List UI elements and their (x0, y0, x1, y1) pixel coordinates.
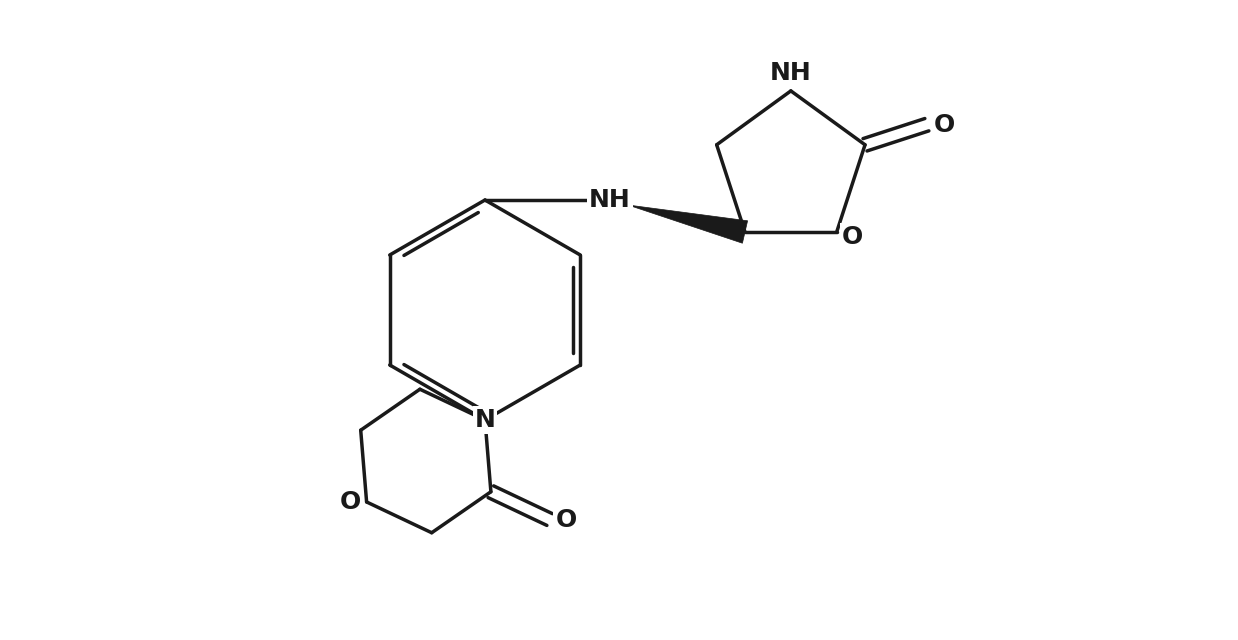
Text: O: O (556, 508, 577, 532)
Text: NH: NH (770, 61, 812, 85)
Text: N: N (474, 408, 495, 432)
Text: O: O (340, 490, 361, 514)
Text: O: O (842, 225, 863, 249)
Text: O: O (933, 113, 954, 137)
Text: NH: NH (589, 188, 631, 212)
Polygon shape (628, 205, 748, 243)
